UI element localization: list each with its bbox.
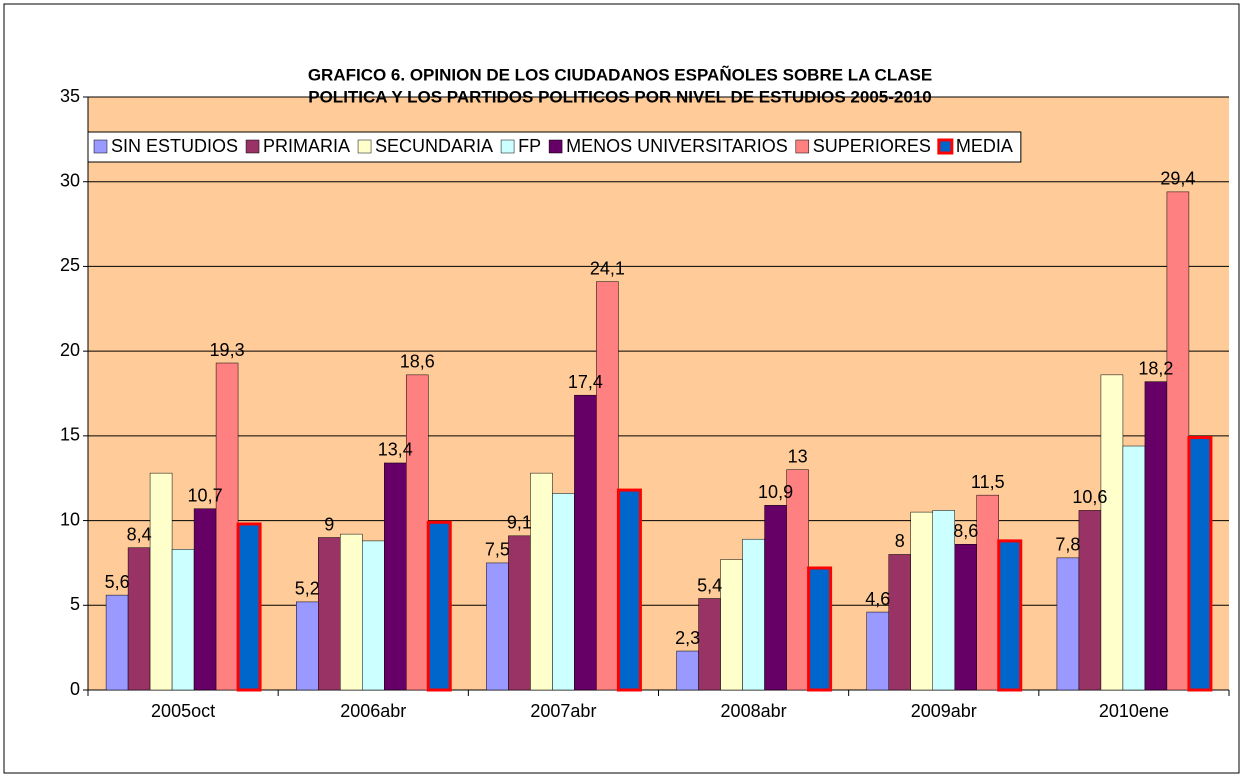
x-tick-label: 2006abr: [340, 701, 406, 721]
data-label: 10,6: [1072, 487, 1107, 507]
bar: [384, 462, 407, 691]
data-label: 17,4: [568, 372, 603, 392]
data-label: 24,1: [590, 258, 625, 278]
bar: [171, 549, 195, 691]
bar: [676, 650, 699, 691]
legend-label: MENOS UNIVERSITARIOS: [566, 136, 788, 156]
bar: [932, 510, 955, 691]
x-tick-label: 2005oct: [151, 701, 215, 721]
data-label: 18,6: [400, 352, 435, 372]
y-tick-label: 0: [70, 679, 80, 699]
data-label: 5,4: [697, 575, 722, 595]
legend-label: PRIMARIA: [263, 136, 350, 156]
data-label: 8,4: [127, 524, 152, 544]
legend-label: FP: [518, 136, 541, 156]
bar: [552, 493, 575, 691]
x-tick-label: 2010ene: [1099, 701, 1169, 721]
y-tick-label: 5: [70, 594, 80, 614]
data-label: 29,4: [1160, 169, 1195, 189]
bar: [296, 601, 319, 691]
data-label: 18,2: [1138, 358, 1173, 378]
y-tick-label: 20: [60, 340, 80, 360]
bar: [616, 488, 642, 692]
y-tick-label: 30: [60, 170, 80, 190]
bar: [742, 538, 765, 691]
y-tick-label: 10: [60, 509, 80, 529]
bar: [193, 508, 217, 691]
legend-label: SUPERIORES: [813, 136, 931, 156]
bar: [318, 537, 341, 691]
y-tick-label: 35: [60, 86, 80, 106]
data-label: 7,5: [485, 540, 510, 560]
data-label: 2,3: [675, 628, 700, 648]
data-label: 5,6: [105, 572, 130, 592]
bar: [149, 472, 173, 691]
bar: [910, 511, 933, 691]
bar: [486, 562, 509, 691]
data-label: 10,9: [758, 482, 793, 502]
data-label: 7,8: [1055, 535, 1080, 555]
bar: [866, 611, 889, 691]
bar: [362, 540, 385, 691]
legend-label: SECUNDARIA: [375, 136, 493, 156]
bar: [215, 362, 239, 691]
bar: [1100, 374, 1124, 691]
data-label: 5,2: [295, 579, 320, 599]
x-tick-label: 2009abr: [911, 701, 977, 721]
bar: [720, 559, 743, 691]
legend-swatch: [500, 139, 515, 154]
bar: [698, 598, 721, 691]
legend-swatch: [93, 139, 108, 154]
bar: [340, 533, 363, 691]
data-label: 11,5: [971, 472, 1005, 492]
legend-label: MEDIA: [956, 136, 1013, 156]
bar: [426, 520, 452, 692]
bar: [596, 281, 619, 691]
data-label: 8: [895, 531, 905, 551]
bar: [954, 544, 977, 691]
bar: [105, 594, 129, 691]
data-label: 9,1: [507, 513, 532, 533]
bar: [997, 539, 1023, 692]
legend-label: SIN ESTUDIOS: [111, 136, 238, 156]
bar: [1144, 381, 1168, 691]
bar: [786, 469, 809, 691]
legend-swatch: [795, 139, 810, 154]
legend-swatch: [548, 139, 563, 154]
x-tick-label: 2007abr: [530, 701, 596, 721]
bar: [764, 505, 787, 691]
y-tick-label: 25: [60, 255, 80, 275]
bar: [127, 547, 151, 691]
bar: [574, 394, 597, 691]
bar: [976, 494, 999, 691]
bar: [1122, 445, 1146, 691]
legend: SIN ESTUDIOS PRIMARIA SECUNDARIA FP MENOS UN…: [87, 131, 1022, 163]
data-label: 19,3: [210, 340, 245, 360]
legend-swatch: [357, 139, 372, 154]
data-label: 8,6: [953, 521, 978, 541]
bar: [1166, 191, 1190, 691]
data-label: 13: [788, 446, 808, 466]
legend-swatch: [937, 138, 954, 155]
data-label: 13,4: [378, 440, 413, 460]
data-label: 4,6: [865, 589, 890, 609]
bar: [508, 535, 531, 691]
bar: [1187, 436, 1213, 692]
chart-title: GRAFICO 6. OPINION DE LOS CIUDADANOS ESP…: [308, 64, 932, 84]
bar: [807, 566, 833, 692]
bar: [530, 472, 553, 691]
y-tick-label: 15: [60, 425, 80, 445]
plot-area: [88, 97, 1229, 690]
bar: [1056, 557, 1080, 691]
bar: [406, 374, 429, 691]
legend-swatch: [245, 139, 260, 154]
bar: [236, 522, 262, 692]
bar: [888, 554, 911, 691]
data-label: 10,7: [188, 485, 223, 505]
x-tick-label: 2008abr: [721, 701, 787, 721]
bar: [1078, 510, 1102, 691]
data-label: 9: [324, 514, 334, 534]
